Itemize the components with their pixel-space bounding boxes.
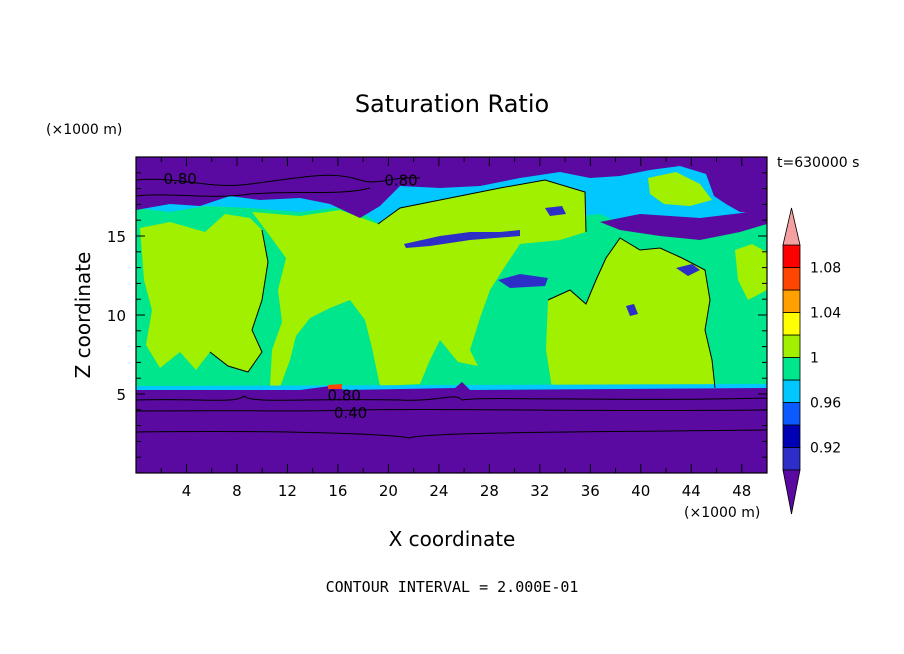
contour-interval-footer: CONTOUR INTERVAL = 2.000E-01 xyxy=(326,578,579,596)
x-tick-label: 8 xyxy=(232,482,242,500)
streak-dark-blue-1 xyxy=(404,230,520,248)
contour-label: 0.80 xyxy=(384,172,417,190)
region-supersaturated-far-east xyxy=(735,244,767,300)
colorbar-extend-min xyxy=(782,469,801,515)
colorbar-bin xyxy=(782,244,801,268)
x-tick-label: 4 xyxy=(182,482,192,500)
colorbar-extend-max xyxy=(782,207,801,246)
colorbar-label: 1 xyxy=(810,351,819,367)
x-tick-label: 44 xyxy=(682,482,701,500)
orange-spot xyxy=(328,384,342,389)
x-tick-label: 32 xyxy=(530,482,549,500)
x-tick-label: 12 xyxy=(278,482,297,500)
contour-label: 0.40 xyxy=(334,404,367,422)
colorbar: 1.08 1.04 1 0.96 0.92 xyxy=(782,207,841,515)
colorbar-bin xyxy=(782,379,801,403)
y-tick-label: 5 xyxy=(116,386,126,404)
streak-dark-blue-3 xyxy=(676,264,700,276)
y-tick-label: 15 xyxy=(107,228,126,246)
colorbar-bin xyxy=(782,424,801,448)
contour-labels: 0.80 0.800.800.40 xyxy=(163,170,417,422)
colorbar-bin xyxy=(782,402,801,426)
x-tick-label: 48 xyxy=(732,482,751,500)
x-tick-label: 40 xyxy=(631,482,650,500)
time-label: t=630000 s xyxy=(777,155,859,171)
region-supersaturated-west xyxy=(140,214,268,372)
colorbar-label: 1.08 xyxy=(810,261,841,277)
colorbar-label: 1.04 xyxy=(810,306,841,322)
x-unit-label: (×1000 m) xyxy=(684,505,760,521)
region-dry-upper xyxy=(136,157,767,218)
region-dry-lower xyxy=(136,382,767,473)
y-unit-label: (×1000 m) xyxy=(46,122,122,138)
colorbar-bin xyxy=(782,289,801,313)
contour-lines xyxy=(136,174,767,439)
colorbar-bin xyxy=(782,447,801,471)
x-axis-ticks: 4 8 12 16 20 24 28 32 36 40 44 48 xyxy=(160,157,751,500)
colorbar-bin xyxy=(782,357,801,381)
y-axis-ticks: 5 10 15 xyxy=(107,172,767,458)
x-axis-label: X coordinate xyxy=(389,527,516,551)
region-dry-band-mid xyxy=(600,210,767,240)
colorbar-bin xyxy=(782,334,801,358)
colorbar-bin xyxy=(782,312,801,336)
colorbar-label: 0.96 xyxy=(810,396,841,412)
streak-dark-blue-4 xyxy=(626,304,638,316)
contour-label: 0.80 xyxy=(328,387,361,405)
plot-area xyxy=(136,157,767,473)
x-tick-label: 24 xyxy=(429,482,448,500)
x-tick-label: 16 xyxy=(328,482,347,500)
x-tick-label: 28 xyxy=(480,482,499,500)
colorbar-bin xyxy=(782,267,801,291)
colorbar-label: 0.92 xyxy=(810,441,841,457)
y-tick-label: 10 xyxy=(107,307,126,325)
y-axis-label: Z coordinate xyxy=(71,252,95,379)
contour-label: 0.80 xyxy=(163,170,196,188)
streak-dark-blue-5 xyxy=(545,206,566,216)
x-tick-label: 36 xyxy=(581,482,600,500)
region-supersaturated-ne xyxy=(648,172,712,206)
x-tick-label: 20 xyxy=(379,482,398,500)
chart-title: Saturation Ratio xyxy=(355,90,549,118)
streak-dark-blue-2 xyxy=(498,274,548,288)
